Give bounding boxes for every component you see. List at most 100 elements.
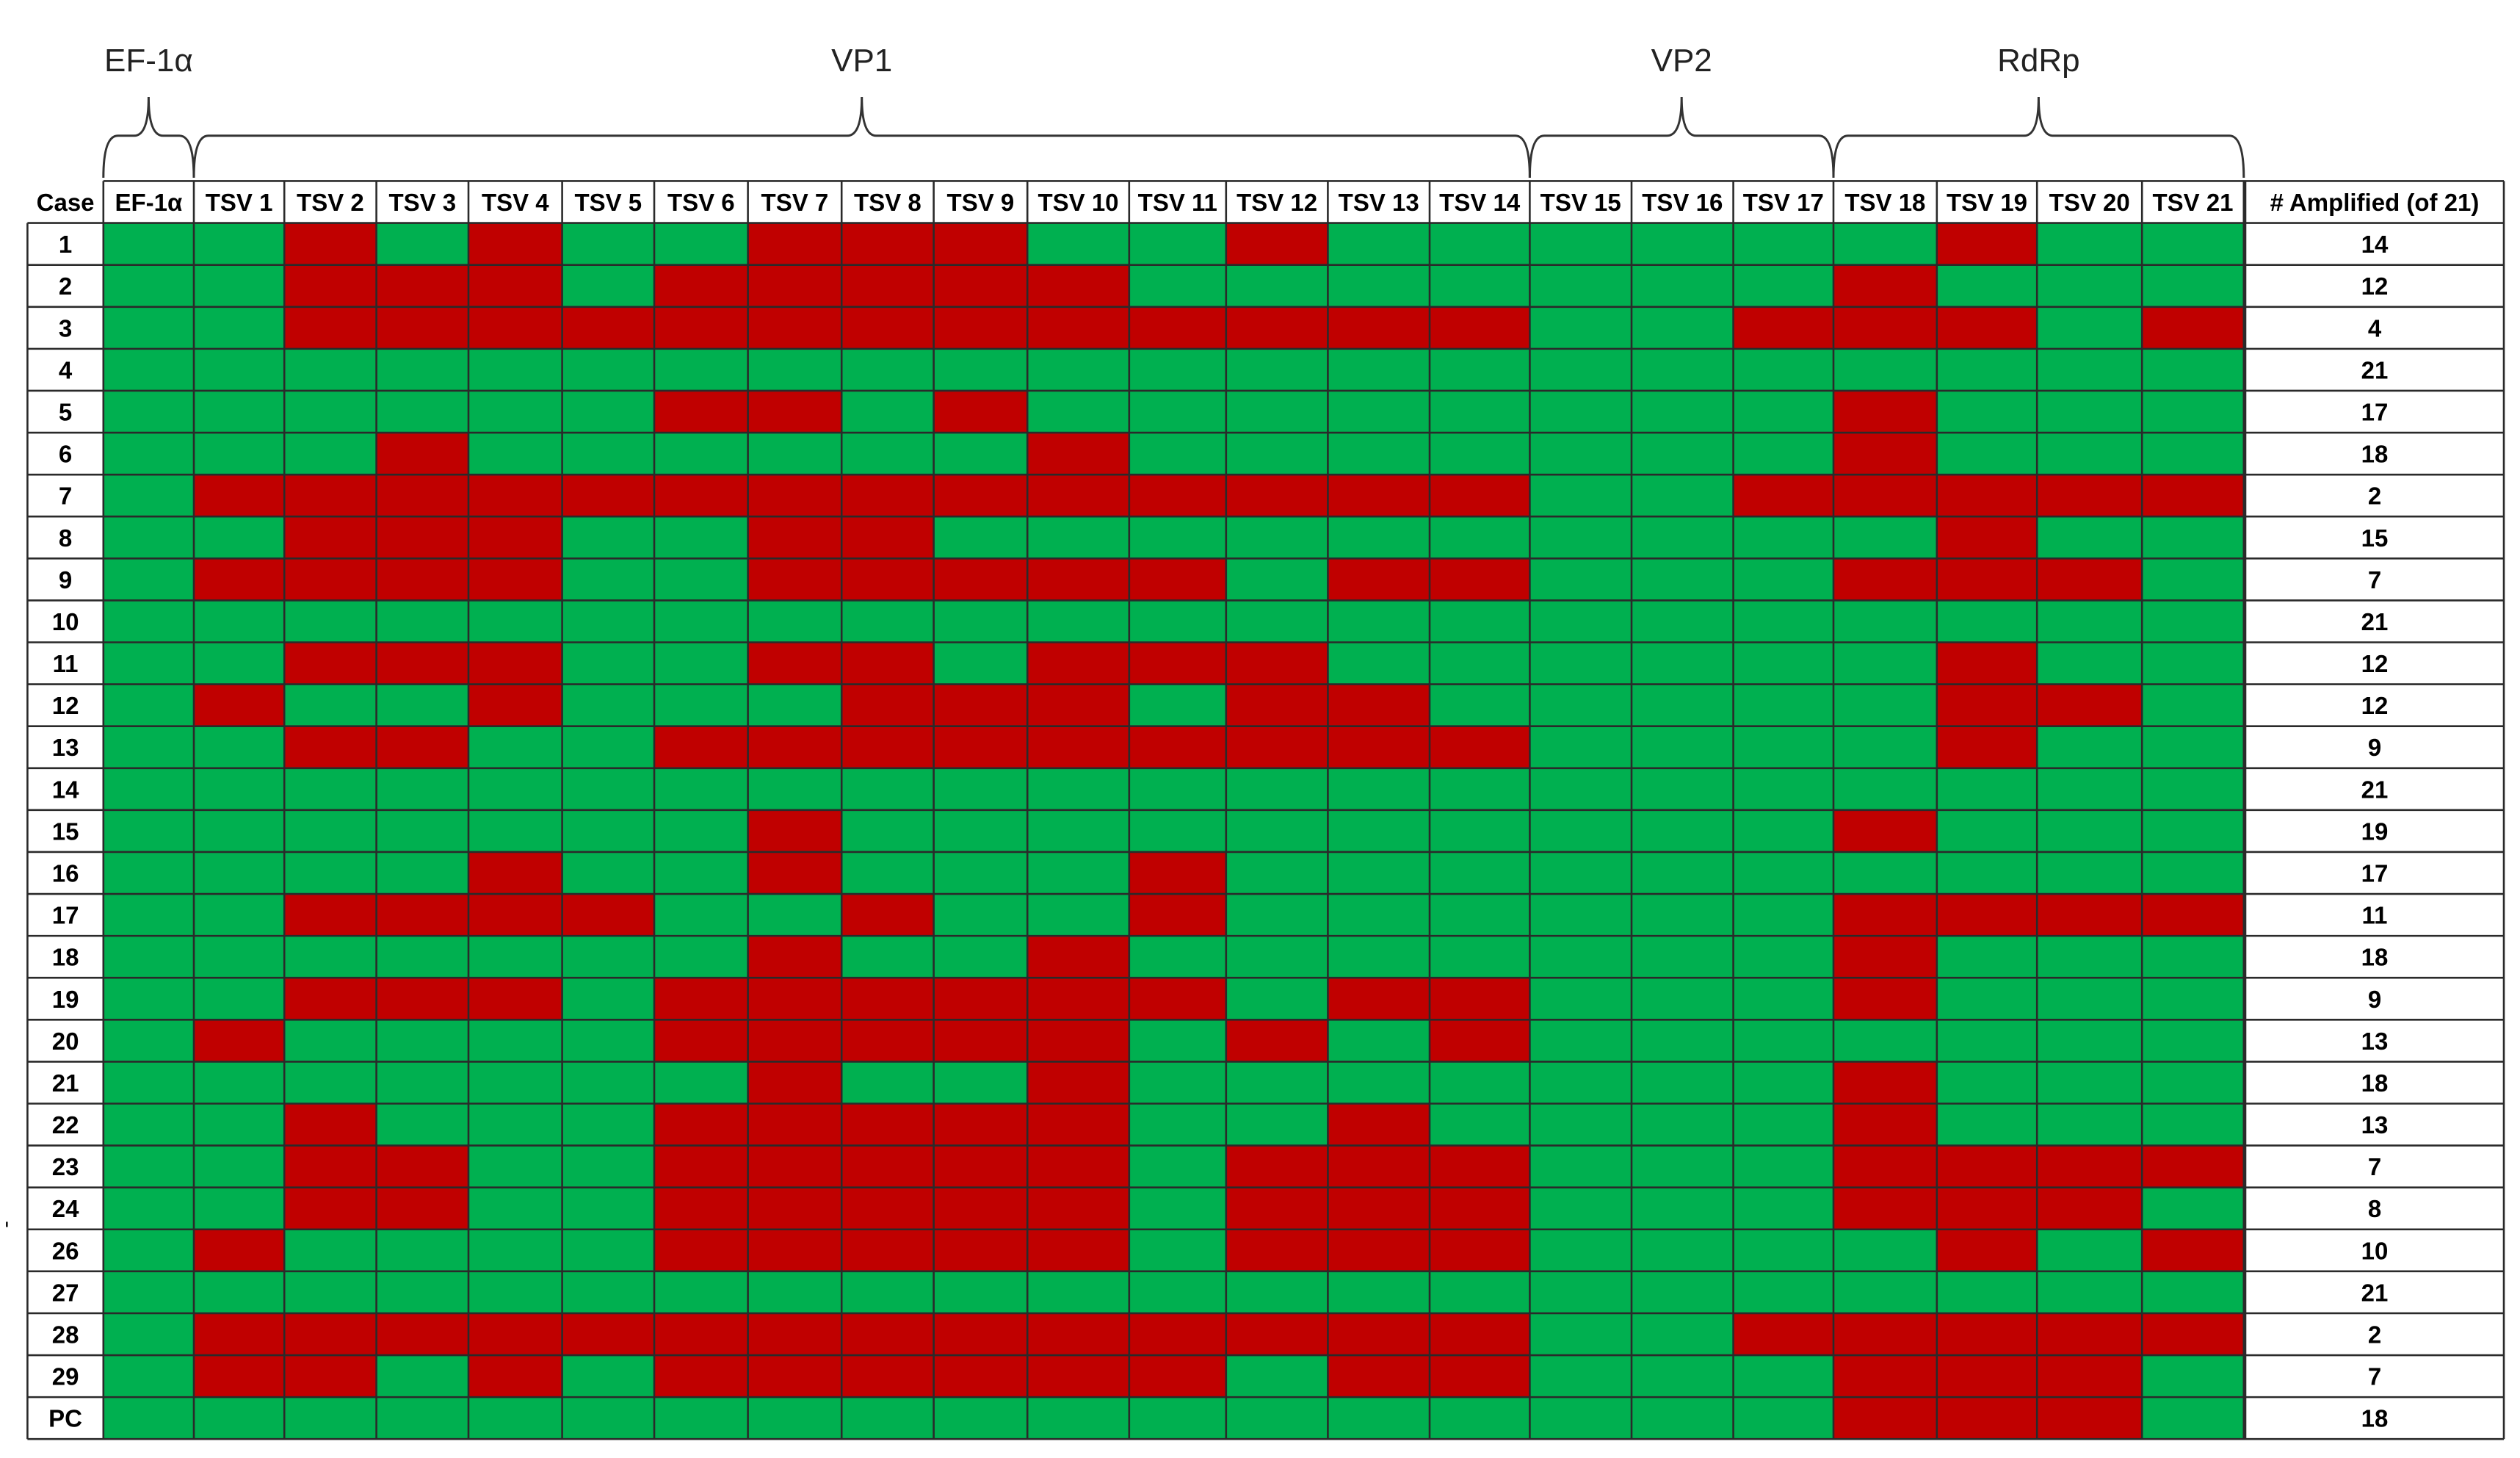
heatmap-cell — [1129, 642, 1226, 685]
amplified-count: 13 — [2361, 1028, 2389, 1055]
heatmap-cell — [1936, 1355, 2038, 1398]
heatmap-cell — [284, 1313, 377, 1356]
amplified-count: 14 — [2361, 231, 2389, 258]
heatmap-cell — [841, 684, 934, 726]
heatmap-cell — [1632, 1355, 1734, 1398]
heatmap-cell — [562, 1187, 654, 1230]
heatmap-cell — [1632, 978, 1734, 1020]
header-tsv-20: TSV 20 — [2049, 189, 2130, 216]
heatmap-cell — [1027, 936, 1129, 978]
heatmap-cell — [1936, 223, 2038, 265]
heatmap-cell — [1733, 558, 1833, 601]
heatmap-cell — [1328, 1397, 1430, 1440]
heatmap-cell — [2037, 936, 2143, 978]
heatmap-cell — [841, 936, 934, 978]
heatmap-cell — [1129, 768, 1226, 810]
heatmap-cell — [1027, 1187, 1129, 1230]
heatmap-cell — [103, 516, 194, 559]
amplified-count: 7 — [2368, 1363, 2381, 1390]
heatmap-cell — [1225, 1397, 1328, 1440]
heatmap-cell — [841, 978, 934, 1020]
heatmap-cell — [1529, 936, 1632, 978]
heatmap-cell — [1225, 433, 1328, 475]
case-label: 23 — [52, 1153, 79, 1180]
case-label: 26 — [52, 1237, 79, 1264]
heatmap-cell — [1833, 809, 1937, 852]
heatmap-cell — [841, 600, 934, 643]
heatmap-cell — [376, 1397, 468, 1440]
heatmap-cell — [103, 851, 194, 895]
heatmap-cell — [468, 600, 562, 643]
heatmap-cell — [1225, 1019, 1328, 1062]
heatmap-cell — [1632, 1313, 1734, 1356]
heatmap-cell — [1936, 516, 2038, 559]
heatmap-cell — [284, 433, 377, 475]
heatmap-cell — [747, 809, 842, 852]
heatmap-cell — [1027, 1313, 1129, 1356]
amplified-count: 19 — [2361, 818, 2389, 845]
heatmap-cell — [1328, 348, 1430, 391]
heatmap-cell — [747, 558, 842, 601]
amplified-count: 8 — [2368, 1195, 2381, 1222]
amplified-count: 7 — [2368, 1153, 2381, 1180]
heatmap-cell — [841, 306, 934, 349]
heatmap-cell — [1936, 851, 2038, 895]
heatmap-cell — [1733, 1103, 1833, 1146]
heatmap-cell — [1733, 1355, 1833, 1398]
heatmap-cell — [1936, 1229, 2038, 1271]
heatmap-cell — [1129, 809, 1226, 852]
heatmap-cell — [1833, 600, 1937, 643]
heatmap-cell — [1328, 726, 1430, 768]
heatmap-cell — [933, 1397, 1028, 1440]
heatmap-cell — [376, 516, 468, 559]
heatmap-cell — [1430, 809, 1530, 852]
heatmap-cell — [2142, 433, 2244, 475]
heatmap-cell — [1129, 1355, 1226, 1398]
heatmap-cell — [1328, 978, 1430, 1020]
heatmap-cell — [1936, 768, 2038, 810]
heatmap-cell — [933, 768, 1028, 810]
heatmap-cell — [194, 851, 285, 895]
heatmap-cell — [654, 851, 748, 895]
heatmap-cell — [1529, 558, 1632, 601]
heatmap-cell — [103, 642, 194, 685]
header-tsv-10: TSV 10 — [1038, 189, 1118, 216]
heatmap-cell — [1833, 894, 1937, 936]
heatmap-cell — [284, 223, 377, 265]
heatmap-cell — [2142, 936, 2244, 978]
heatmap-cell — [654, 1145, 748, 1188]
heatmap-cell — [1936, 348, 2038, 391]
header-tsv-8: TSV 8 — [854, 189, 922, 216]
heatmap-cell — [1733, 1397, 1833, 1440]
heatmap-cell — [1529, 726, 1632, 768]
heatmap-cell — [376, 264, 468, 307]
heatmap-cell — [284, 1397, 377, 1440]
heatmap-cell — [103, 433, 194, 475]
heatmap-cell — [468, 978, 562, 1020]
heatmap-cell — [1733, 390, 1833, 433]
heatmap-cell — [933, 264, 1028, 307]
heatmap-cell — [1936, 1397, 2038, 1440]
heatmap-cell — [1733, 894, 1833, 936]
case-label: 24 — [52, 1195, 79, 1222]
heatmap-cell — [841, 1145, 934, 1188]
heatmap-cell — [562, 264, 654, 307]
heatmap-cell — [284, 348, 377, 391]
heatmap-cell — [2037, 558, 2143, 601]
heatmap-cell — [933, 851, 1028, 895]
heatmap-cell — [933, 1271, 1028, 1313]
heatmap-cell — [933, 306, 1028, 349]
heatmap-cell — [1129, 978, 1226, 1020]
amplified-count: 18 — [2361, 1405, 2389, 1432]
heatmap-cell — [1328, 809, 1430, 852]
heatmap-cell — [1733, 474, 1833, 517]
heatmap-cell — [1632, 348, 1734, 391]
heatmap-cell — [1027, 1103, 1129, 1146]
heatmap-cell — [1225, 558, 1328, 601]
heatmap-cell — [2037, 306, 2143, 349]
heatmap-cell — [1833, 1103, 1937, 1146]
heatmap-cell — [841, 433, 934, 475]
heatmap-cell — [2142, 390, 2244, 433]
heatmap-cell — [468, 642, 562, 685]
heatmap-cell — [376, 1103, 468, 1146]
